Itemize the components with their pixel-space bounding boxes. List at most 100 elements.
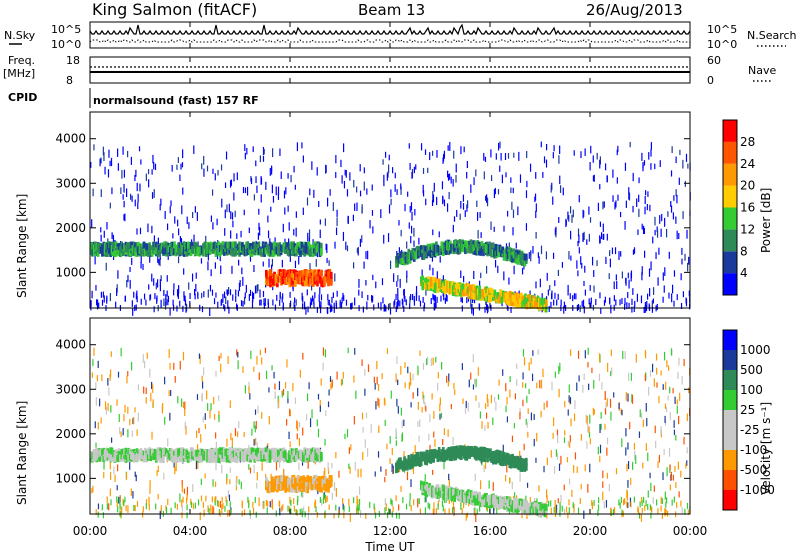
scatter-point [600,412,602,419]
scatter-point [265,370,268,380]
feature-cell [278,269,282,277]
scatter-point [476,200,478,208]
scatter-point [227,356,229,364]
feature-cell [469,246,473,254]
scatter-point [308,382,310,390]
feature-cell [446,280,449,288]
scatter-point [295,299,297,306]
scatter-point [461,363,463,370]
scatter-point [186,493,188,501]
scatter-point [174,216,176,224]
scatter-point [587,424,589,433]
scatter-point [647,452,649,462]
feature-cell [465,288,469,296]
scatter-point [553,466,556,474]
scatter-point [262,146,265,156]
feature-cell [241,448,244,456]
feature-cell [267,246,270,254]
scatter-point [490,149,492,158]
feature-cell [474,286,477,294]
scatter-point [133,416,135,425]
feature-cell [250,447,254,455]
feature-cell [234,249,237,257]
scatter-point [179,493,181,503]
scatter-point [403,292,405,299]
scatter-point [398,247,401,253]
scatter-point [340,378,343,386]
feature-cell [279,450,283,458]
scatter-point [599,455,601,463]
feature-cell [493,250,496,258]
scatter-point [111,232,113,239]
scatter-point [444,508,446,515]
scatter-point [164,211,166,220]
feature-cell [214,454,218,462]
feature-cell [199,448,203,456]
scatter-point [651,300,653,309]
scatter-point [147,223,149,233]
feature-cell [144,447,147,455]
feature-cell [415,458,419,466]
scatter-point [534,196,536,203]
scatter-point [439,256,441,263]
scatter-point [256,284,258,294]
scatter-point [306,197,309,206]
feature-cell [269,274,272,282]
scatter-point [215,292,217,298]
scatter-point [130,156,133,165]
feature-cell [174,249,178,257]
feature-cell [495,295,498,303]
scatter-point [587,483,589,493]
feature-cell [265,476,268,484]
feature-cell [505,252,509,260]
feature-cell [168,249,172,257]
feature-cell [293,455,297,463]
scatter-point [464,408,467,414]
scatter-point [378,399,380,408]
scatter-point [333,305,335,313]
scatter-point [197,499,200,506]
scatter-point [636,293,639,302]
scatter-point [226,477,228,485]
scatter-point [327,294,329,301]
scatter-point [395,512,398,519]
feature-cell [242,451,246,459]
feature-cell [92,454,96,462]
scatter-point [634,450,636,460]
feature-cell [205,244,208,252]
scatter-point [552,196,554,205]
feature-cell [522,299,526,307]
feature-cell [292,273,296,281]
scatter-point [617,194,619,201]
feature-cell [220,242,223,250]
feature-cell [324,484,328,492]
scatter-point [104,166,106,175]
scatter-point [181,162,184,168]
feature-cell [306,479,310,487]
scatter-point [194,206,196,213]
feature-cell [469,239,473,247]
scatter-point [602,470,604,479]
feature-cell [317,454,320,462]
scatter-point [229,467,231,473]
scatter-point [429,444,431,453]
scatter-point [197,292,199,299]
feature-cell [497,249,500,257]
feature-cell [202,249,205,257]
scatter-point [385,468,387,476]
scatter-point [236,303,238,310]
scatter-point [499,141,501,149]
scatter-point [324,512,326,519]
scatter-point [624,297,626,306]
feature-cell [296,452,300,460]
feature-cell [289,241,293,249]
feature-cell [443,454,447,462]
scatter-point [214,173,216,181]
scatter-point [394,184,396,192]
scatter-point [246,147,248,155]
scatter-point [577,350,580,359]
scatter-point [535,172,537,179]
scatter-point [287,173,289,179]
feature-cell [474,290,477,298]
scatter-point [453,150,455,159]
